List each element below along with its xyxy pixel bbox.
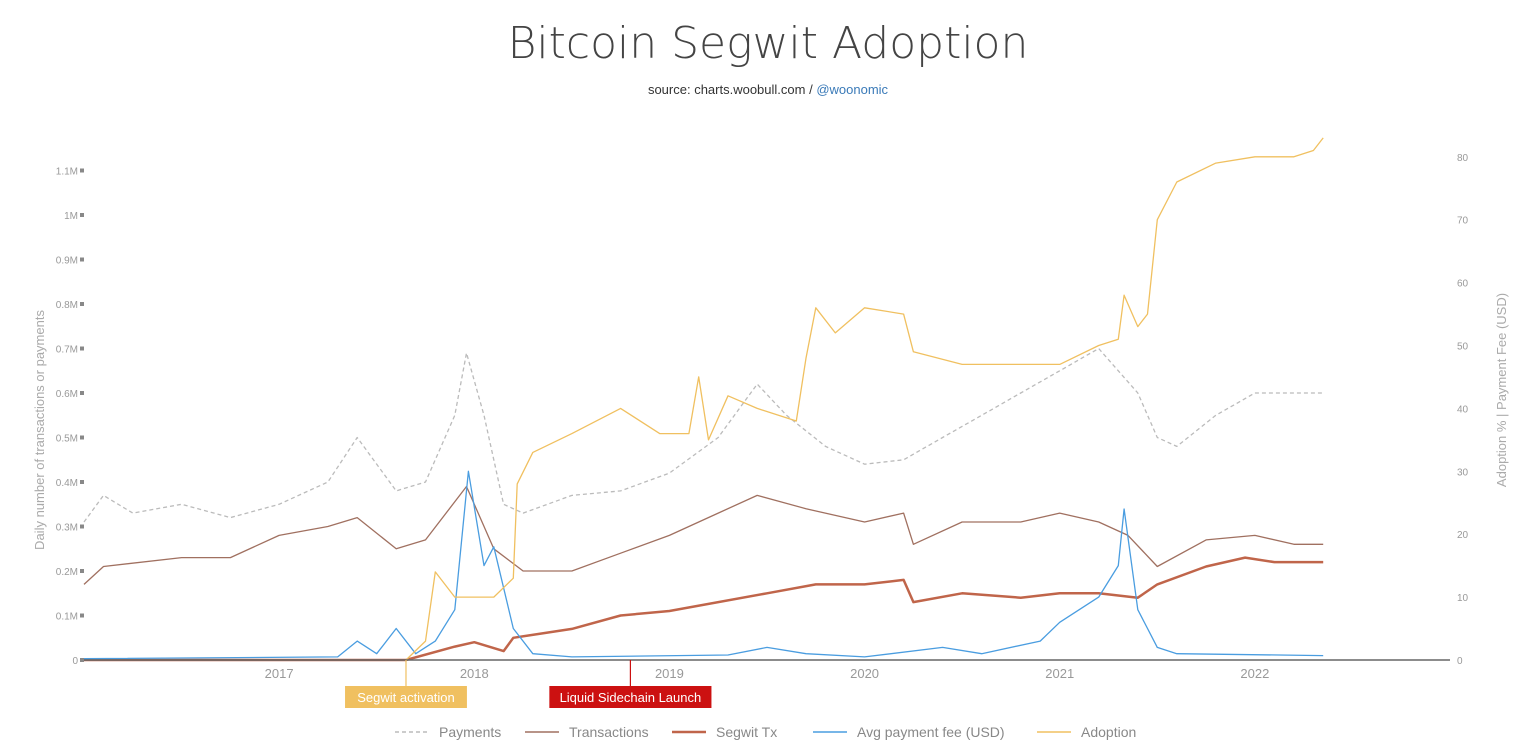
- y-tick-mark: [80, 213, 84, 217]
- legend-item[interactable]: Segwit Tx: [716, 724, 777, 740]
- y-tick-mark: [80, 435, 84, 440]
- series-line-transactions: [83, 485, 1324, 585]
- y-tick-left: 0.6M: [56, 389, 78, 400]
- annotation-box: [549, 686, 712, 708]
- legend-item[interactable]: Transactions: [569, 724, 649, 740]
- source-link[interactable]: @woonomic: [816, 82, 889, 97]
- series-line-segwit-tx: [84, 556, 1324, 662]
- y-tick-right: 30: [1457, 467, 1469, 478]
- legend-item[interactable]: Payments: [439, 724, 501, 740]
- y-tick-left: 0.7M: [56, 345, 78, 356]
- y-tick-mark: [80, 569, 84, 573]
- y-tick-mark: [80, 613, 84, 618]
- y-tick-left: 0.9M: [56, 256, 78, 267]
- y-tick-mark: [80, 257, 84, 262]
- annotation-label: Liquid Sidechain Launch: [560, 690, 702, 705]
- y-tick-left: 0.4M: [56, 478, 78, 489]
- y-tick-mark: [80, 658, 84, 662]
- series-line-payments: [83, 347, 1324, 523]
- y-tick-right: 70: [1457, 216, 1469, 227]
- annotation-box: [345, 686, 467, 708]
- series-line-avg-payment-fee-usd-: [83, 470, 1324, 660]
- y-tick-mark: [80, 480, 84, 484]
- y-axis-label-right: Adoption % | Payment Fee (USD): [1494, 293, 1509, 487]
- y-tick-left: 1.1M: [56, 167, 78, 178]
- annotation-label: Segwit activation: [357, 690, 455, 705]
- x-tick: 2020: [850, 666, 879, 681]
- y-tick-right: 50: [1457, 342, 1469, 353]
- chart-title: Bitcoin Segwit Adoption: [507, 18, 1029, 69]
- y-tick-right: 60: [1457, 279, 1469, 290]
- y-tick-mark: [80, 346, 84, 351]
- source-text: source: charts.woobull.com /: [647, 82, 817, 97]
- x-tick: 2017: [265, 666, 294, 681]
- x-tick: 2018: [460, 666, 489, 681]
- chart-subtitle: source: charts.woobull.com / @woonomic: [0, 82, 1536, 97]
- y-tick-right: 10: [1457, 593, 1469, 604]
- y-tick-mark: [80, 302, 84, 306]
- y-tick-left: 0.3M: [56, 523, 78, 534]
- x-tick: 2019: [655, 666, 684, 681]
- y-tick-right: 0: [1457, 656, 1463, 667]
- y-tick-left: 1M: [64, 211, 78, 222]
- y-tick-right: 40: [1457, 404, 1469, 415]
- x-tick: 2022: [1240, 666, 1269, 681]
- y-tick-mark: [80, 391, 84, 395]
- x-tick: 2021: [1045, 666, 1074, 681]
- y-tick-mark: [80, 524, 84, 529]
- y-tick-right: 80: [1457, 153, 1469, 164]
- y-tick-right: 20: [1457, 530, 1469, 541]
- y-tick-left: 0: [72, 656, 78, 667]
- y-tick-left: 0.8M: [56, 300, 78, 311]
- y-tick-mark: [80, 168, 84, 173]
- legend-item[interactable]: Avg payment fee (USD): [857, 724, 1005, 740]
- y-tick-left: 0.1M: [56, 612, 78, 623]
- series-line-adoption: [405, 137, 1324, 661]
- legend-item[interactable]: Adoption: [1081, 724, 1136, 740]
- y-tick-left: 0.5M: [56, 434, 78, 445]
- y-tick-left: 0.2M: [56, 567, 78, 578]
- y-axis-label-left: Daily number of transactions or payments: [32, 310, 47, 550]
